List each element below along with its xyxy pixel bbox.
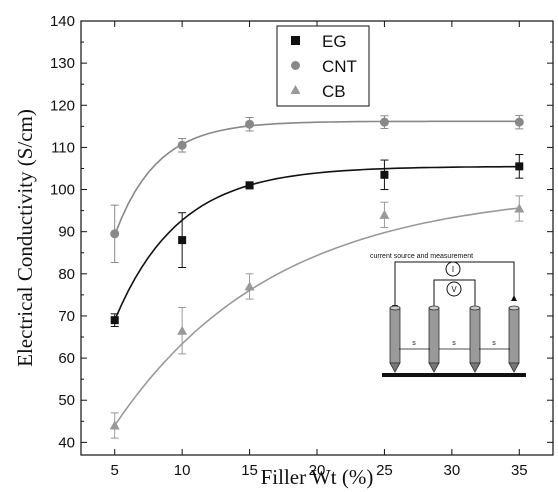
- y-tick-label: 90: [58, 224, 75, 241]
- voltage-loop-wire: [433, 279, 476, 306]
- probe-tip: [428, 362, 440, 373]
- probe-body: [469, 307, 481, 364]
- data-point-cnt: [379, 117, 389, 127]
- data-point-eg: [245, 181, 254, 190]
- x-tick-label: 10: [174, 462, 191, 479]
- fit-curve-cnt: [113, 120, 520, 236]
- current-out-arrow: [511, 295, 517, 301]
- data-points: [109, 117, 525, 430]
- fit-curve-eg: [113, 165, 520, 321]
- probe-body: [508, 307, 520, 364]
- probe-inset: current source and measurement I V s s s: [370, 253, 526, 377]
- current-symbol: I: [452, 265, 454, 274]
- y-tick-label: 110: [51, 139, 75, 156]
- data-point-cb: [109, 420, 120, 430]
- probe-set: [389, 305, 520, 373]
- data-point-eg: [515, 162, 524, 171]
- fit-curve-cb: [114, 207, 520, 426]
- data-point-eg: [110, 316, 119, 325]
- legend-label-eg: EG: [322, 32, 347, 51]
- data-point-cb: [514, 203, 525, 213]
- data-point-cnt: [245, 119, 255, 129]
- data-point-cb: [177, 325, 188, 335]
- y-tick-label: 60: [58, 350, 75, 367]
- probe-tip: [508, 362, 520, 373]
- x-tick-label: 30: [444, 462, 461, 479]
- y-tick-label: 100: [50, 182, 75, 199]
- y-tick-label: 40: [58, 434, 75, 451]
- x-tick-label: 5: [111, 462, 119, 479]
- legend-marker-eg: [291, 36, 300, 45]
- voltage-symbol: V: [451, 285, 457, 294]
- sample-bar: [382, 373, 526, 377]
- data-point-eg: [380, 170, 389, 179]
- legend-label-cnt: CNT: [322, 57, 357, 76]
- y-tick-label: 70: [58, 308, 75, 325]
- spacing-label-3: s: [492, 340, 496, 347]
- legend-label-cb: CB: [322, 82, 346, 101]
- data-point-cnt: [177, 140, 187, 150]
- legend-marker-cb: [290, 85, 301, 94]
- y-tick-label: 140: [50, 13, 75, 30]
- legend: EG CNT CB: [276, 25, 370, 107]
- y-axis-title: Electrical Conductivity (S/cm): [13, 109, 37, 367]
- y-tick-label: 130: [50, 55, 75, 72]
- data-point-cb: [244, 281, 255, 291]
- inset-title: current source and measurement: [370, 253, 473, 260]
- data-point-eg: [178, 236, 187, 245]
- error-bars: [110, 114, 524, 439]
- probe-tip: [389, 362, 401, 373]
- voltmeter-icon: [446, 281, 462, 297]
- probe-tip: [469, 362, 481, 373]
- x-tick-label: 25: [376, 462, 393, 479]
- spacing-label-1: s: [412, 340, 416, 347]
- data-point-cnt: [110, 229, 120, 239]
- x-axis-title: Filler Wt (%): [261, 465, 374, 489]
- probe-body: [428, 307, 440, 364]
- y-tick-label: 120: [50, 97, 75, 114]
- legend-marker-cnt: [291, 61, 300, 70]
- axis-ticks: 5 10 15 20 25 30 35 40 50 60 70 80 90 100 110 120 130 140: [50, 13, 553, 479]
- data-point-cnt: [514, 117, 524, 127]
- y-tick-label: 80: [58, 266, 75, 283]
- probe-top: [508, 305, 520, 311]
- x-tick-label: 35: [511, 462, 528, 479]
- probe-top: [428, 305, 440, 311]
- data-point-cb: [379, 209, 390, 219]
- probe-top: [389, 305, 401, 311]
- probe-top: [469, 305, 481, 311]
- probe-body: [389, 307, 401, 364]
- current-source-icon: [445, 261, 461, 277]
- x-tick-label: 15: [241, 462, 258, 479]
- spacing-label-2: s: [452, 340, 456, 347]
- y-tick-label: 50: [58, 392, 75, 409]
- x-tick-label: 20: [309, 462, 326, 479]
